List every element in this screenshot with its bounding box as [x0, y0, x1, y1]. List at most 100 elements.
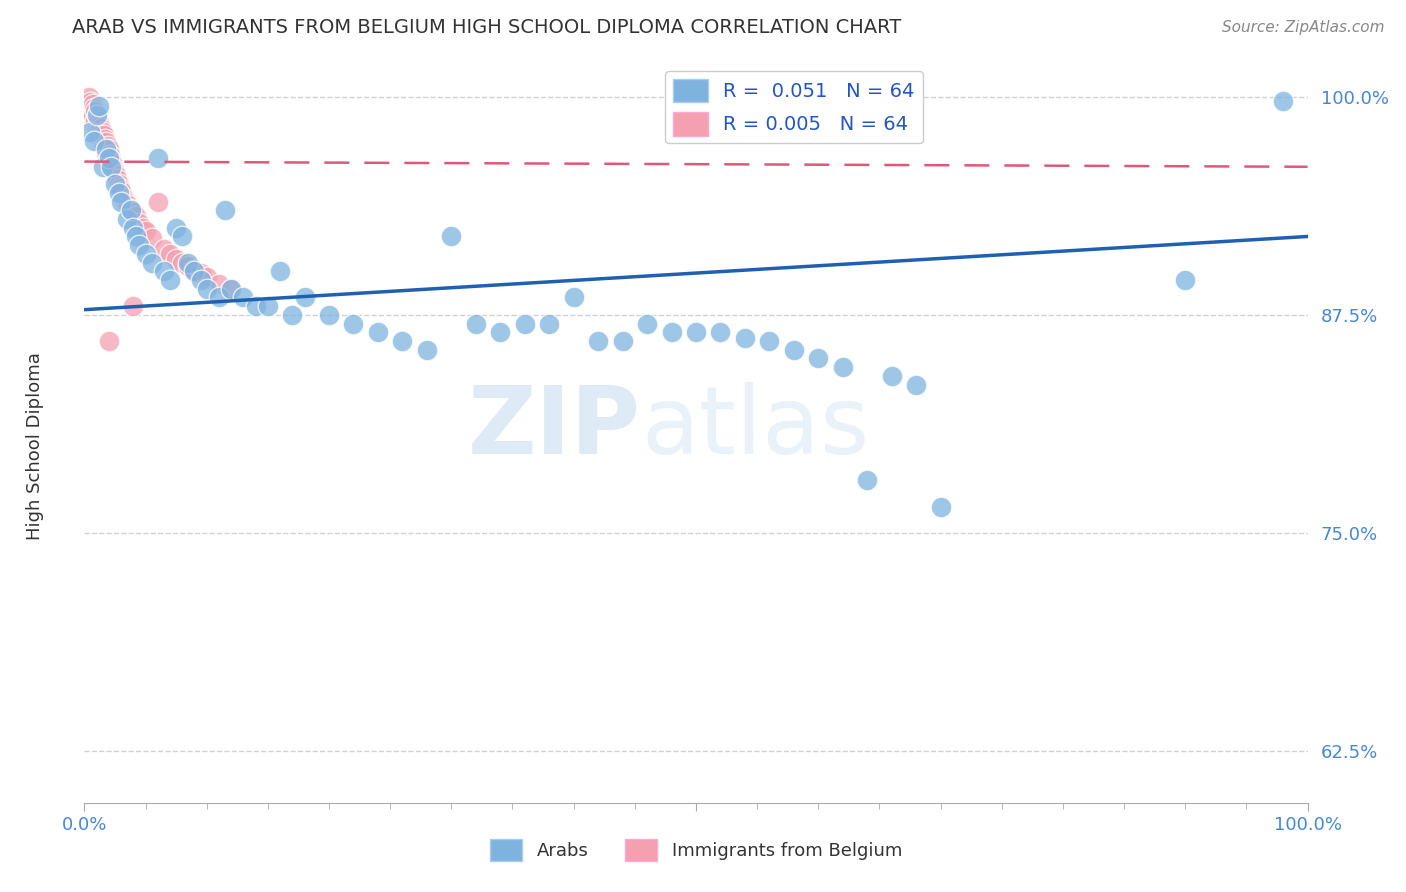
Point: [734, 330, 756, 344]
Point: [219, 282, 242, 296]
Point: [172, 255, 194, 269]
Point: [115, 212, 138, 227]
Point: [107, 178, 129, 192]
Point: [783, 343, 806, 357]
Point: [128, 215, 150, 229]
Point: [190, 273, 212, 287]
Point: [538, 317, 561, 331]
Point: [80, 103, 103, 117]
Point: [89, 118, 111, 132]
Point: [84, 114, 107, 128]
Point: [91, 125, 114, 139]
Point: [91, 134, 114, 148]
Point: [79, 95, 101, 110]
Point: [758, 334, 780, 348]
Point: [105, 169, 128, 183]
Point: [709, 326, 731, 340]
Point: [87, 111, 110, 125]
Point: [177, 259, 200, 273]
Point: [104, 165, 127, 179]
Point: [1174, 273, 1197, 287]
Point: [208, 290, 231, 304]
Point: [489, 326, 512, 340]
Point: [391, 334, 413, 348]
Text: atlas: atlas: [641, 382, 869, 475]
Point: [101, 156, 124, 170]
Point: [177, 255, 200, 269]
Point: [661, 326, 683, 340]
Point: [107, 186, 129, 200]
Point: [93, 139, 115, 153]
Point: [89, 130, 111, 145]
Point: [440, 229, 463, 244]
Point: [122, 220, 145, 235]
Point: [232, 290, 254, 304]
Point: [135, 247, 157, 261]
Point: [97, 142, 120, 156]
Text: High School Diploma: High School Diploma: [27, 352, 44, 540]
Point: [105, 172, 128, 186]
Point: [165, 220, 187, 235]
Point: [83, 116, 105, 130]
Point: [125, 209, 148, 223]
Point: [183, 262, 205, 277]
Point: [86, 120, 108, 134]
Point: [77, 103, 100, 118]
Point: [132, 220, 155, 235]
Point: [685, 326, 707, 340]
Point: [87, 123, 110, 137]
Point: [880, 368, 903, 383]
Point: [128, 238, 150, 252]
Point: [195, 282, 218, 296]
Point: [83, 101, 105, 115]
Point: [294, 290, 316, 304]
Point: [257, 299, 280, 313]
Point: [165, 252, 187, 267]
Point: [79, 125, 101, 139]
Point: [96, 136, 118, 150]
Point: [80, 111, 103, 125]
Point: [76, 94, 98, 108]
Text: Source: ZipAtlas.com: Source: ZipAtlas.com: [1222, 20, 1385, 35]
Point: [84, 103, 107, 118]
Point: [586, 334, 609, 348]
Point: [929, 500, 952, 514]
Point: [636, 317, 658, 331]
Point: [110, 194, 132, 209]
Point: [159, 273, 181, 287]
Point: [86, 107, 108, 121]
Point: [97, 151, 120, 165]
Point: [141, 231, 163, 245]
Point: [122, 205, 145, 219]
Point: [120, 202, 142, 216]
Point: [96, 145, 118, 160]
Point: [112, 191, 135, 205]
Point: [93, 128, 115, 143]
Point: [96, 142, 118, 156]
Point: [104, 178, 127, 192]
Point: [159, 247, 181, 261]
Point: [1272, 94, 1295, 108]
Point: [100, 153, 122, 167]
Point: [183, 264, 205, 278]
Point: [120, 203, 142, 218]
Point: [90, 121, 112, 136]
Point: [108, 180, 131, 194]
Point: [98, 147, 121, 161]
Point: [135, 224, 157, 238]
Point: [87, 99, 110, 113]
Legend: Arabs, Immigrants from Belgium: Arabs, Immigrants from Belgium: [482, 832, 910, 869]
Point: [77, 99, 100, 113]
Point: [91, 160, 114, 174]
Point: [562, 290, 585, 304]
Point: [86, 107, 108, 121]
Text: ZIP: ZIP: [468, 382, 641, 475]
Point: [214, 203, 236, 218]
Point: [87, 127, 110, 141]
Point: [195, 269, 218, 284]
Point: [103, 161, 125, 176]
Point: [416, 343, 439, 357]
Point: [464, 317, 486, 331]
Point: [281, 308, 304, 322]
Point: [219, 282, 242, 296]
